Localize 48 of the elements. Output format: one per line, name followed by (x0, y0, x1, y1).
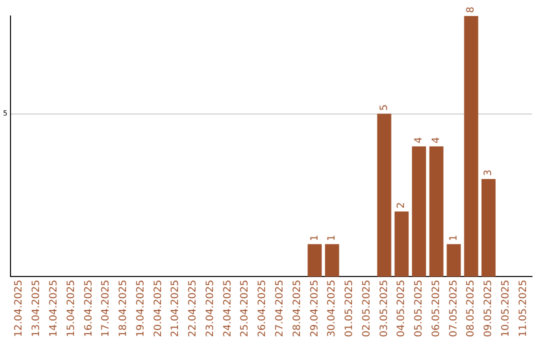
x-tick-label: 10.05.2025 (500, 280, 512, 338)
data-label: 4 (430, 136, 442, 144)
x-tick-label: 19.04.2025 (135, 280, 146, 338)
data-label: 4 (414, 136, 425, 144)
x-tick-label: 04.05.2025 (396, 280, 408, 338)
data-label: 1 (309, 234, 320, 242)
bar (446, 244, 461, 277)
x-tick-label: 28.04.2025 (292, 280, 303, 338)
x-tick-label: 07.05.2025 (448, 280, 460, 338)
bar (394, 212, 409, 277)
x-tick-label: 25.04.2025 (240, 280, 251, 338)
x-tick-label: 24.04.2025 (222, 280, 234, 338)
x-tick-label: 22.04.2025 (188, 280, 199, 338)
x-tick-label: 08.05.2025 (466, 280, 477, 338)
x-tick-label: 30.04.2025 (326, 280, 338, 338)
x-tick-label: 01.05.2025 (344, 280, 356, 338)
data-label: 1 (448, 234, 460, 242)
data-label: 1 (326, 234, 338, 242)
data-label: 2 (396, 202, 408, 209)
x-tick-label: 15.04.2025 (66, 280, 77, 338)
x-tick-label: 29.04.2025 (309, 280, 320, 338)
bar (412, 146, 426, 277)
x-tick-label: 13.04.2025 (31, 280, 42, 338)
data-label: 5 (378, 104, 390, 111)
x-tick-label: 12.04.2025 (14, 280, 25, 338)
x-tick-label: 14.04.2025 (48, 280, 60, 338)
x-tick-label: 03.05.2025 (378, 280, 390, 338)
x-tick-label: 06.05.2025 (430, 280, 442, 338)
x-tick-label: 11.05.2025 (518, 280, 529, 338)
x-tick-label: 18.04.2025 (118, 280, 130, 338)
bar (464, 16, 478, 277)
data-label: 3 (483, 170, 494, 176)
bar (325, 244, 340, 277)
x-tick-label: 23.04.2025 (204, 280, 216, 338)
x-tick-label: 27.04.2025 (274, 280, 286, 338)
x-tick-label: 02.05.2025 (361, 280, 372, 338)
x-tick-label: 16.04.2025 (83, 280, 94, 338)
bar (481, 178, 496, 277)
x-tick-label: 09.05.2025 (483, 280, 494, 338)
bar (377, 114, 392, 277)
x-tick-label: 20.04.2025 (152, 280, 164, 338)
x-tick-label: 05.05.2025 (414, 280, 425, 338)
bar (429, 146, 444, 277)
bar (308, 244, 322, 277)
data-label: 8 (466, 6, 477, 13)
x-tick-label: 17.04.2025 (100, 280, 112, 338)
x-tick-label: 21.04.2025 (170, 280, 182, 338)
x-tick-label: 26.04.2025 (257, 280, 268, 338)
